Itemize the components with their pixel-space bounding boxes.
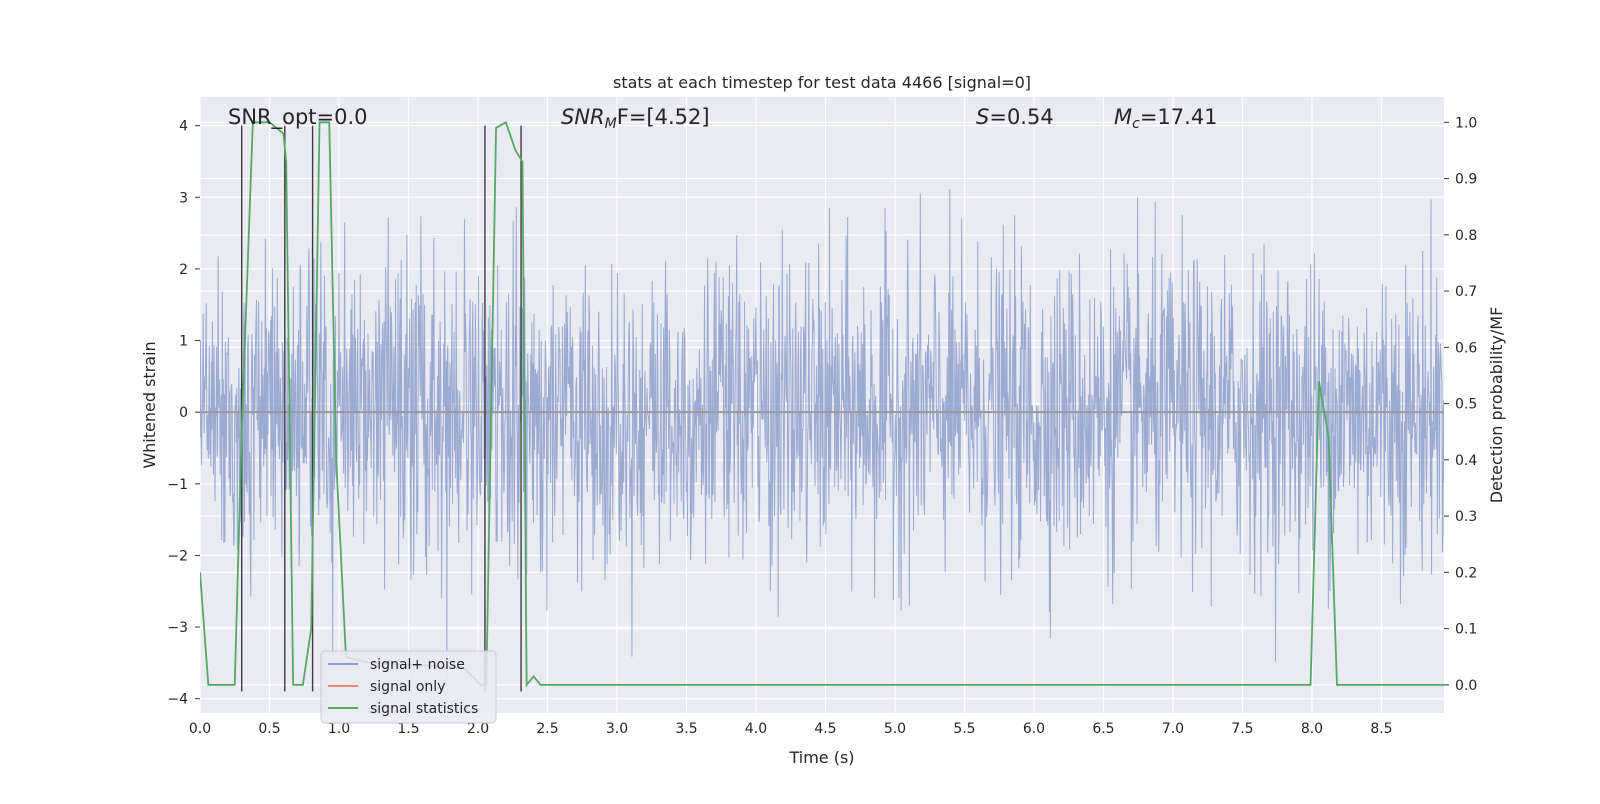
y-tick-label: 0 (179, 405, 188, 421)
annotation-s-value: =0.54 (989, 105, 1053, 129)
x-tick-label: 8.0 (1301, 721, 1323, 737)
y2-tick-label: 0.9 (1455, 172, 1477, 188)
legend-label-signal-noise: signal+ noise (370, 657, 465, 673)
y2-tick-label: 0.2 (1455, 565, 1477, 581)
y2-tick-label: 0.0 (1455, 678, 1477, 694)
x-tick-label: 6.0 (1023, 721, 1045, 737)
legend-box (320, 650, 497, 724)
y2-tick-label: 0.1 (1455, 622, 1477, 638)
y2-tick-label: 0.7 (1455, 284, 1477, 300)
y2-tick-label: 1.0 (1455, 115, 1477, 131)
x-tick-label: 4.5 (814, 721, 836, 737)
y-tick-label: −1 (167, 477, 188, 493)
x-tick-label: 7.5 (1231, 721, 1253, 737)
y-tick-label: −4 (167, 692, 188, 708)
y2-tick-label: 0.3 (1455, 509, 1477, 525)
x-tick-label: 4.0 (745, 721, 767, 737)
x-tick-label: 8.5 (1370, 721, 1392, 737)
annotation-snr-mf-suffix: F=[4.52] (617, 105, 710, 129)
y2-tick-label: 0.8 (1455, 228, 1477, 244)
annotation-s: S=0.54 (976, 105, 1054, 129)
legend-label-signal-only: signal only (370, 679, 445, 695)
legend-label-signal-statistics: signal statistics (370, 701, 478, 717)
x-tick-label: 2.5 (536, 721, 558, 737)
annotation-snr-opt: SNR_opt=0.0 (228, 105, 368, 130)
x-tick-label: 5.5 (953, 721, 975, 737)
x-tick-label: 6.5 (1092, 721, 1114, 737)
data-layer (200, 120, 1444, 692)
legend: signal+ noise signal only signal statist… (320, 650, 497, 724)
x-tick-label: 5.0 (884, 721, 906, 737)
y-tick-label: −2 (167, 548, 188, 564)
y-axis-label: Whitened strain (140, 341, 159, 468)
annotation-mc-value: =17.41 (1140, 105, 1218, 129)
chart-title: stats at each timestep for test data 446… (613, 73, 1031, 92)
annotation-mc-label: M (1114, 105, 1132, 129)
y-tick-label: 3 (179, 190, 188, 206)
x-tick-label: 3.0 (606, 721, 628, 737)
y2-tick-label: 0.4 (1455, 453, 1477, 469)
annotation-snr-mf: SNRMF=[4.52] (561, 105, 710, 132)
y-tick-label: 2 (179, 262, 188, 278)
x-tick-label: 0.0 (189, 721, 211, 737)
y-tick-label: −3 (167, 620, 188, 636)
annotation-mc-sub: c (1132, 116, 1140, 132)
x-tick-label: 3.5 (675, 721, 697, 737)
y2-axis-label: Detection probability/MF (1487, 307, 1506, 504)
x-tick-label: 0.5 (258, 721, 280, 737)
tick-labels: 0.0 0.5 1.0 1.5 2.0 2.5 3.0 3.5 4.0 4.5 5.0 5.5 6.0 6… (167, 115, 1477, 737)
x-tick-label: 2.0 (467, 721, 489, 737)
series-line-signal-noise (200, 188, 1444, 679)
y2-tick-label: 0.6 (1455, 340, 1477, 356)
x-tick-label: 7.0 (1162, 721, 1184, 737)
annotation-s-label: S (976, 105, 989, 129)
x-axis-label: Time (s) (788, 748, 854, 767)
annotation-mc: Mc=17.41 (1114, 105, 1218, 132)
x-tick-label: 1.5 (397, 721, 419, 737)
x-tick-label: 1.0 (328, 721, 350, 737)
y-tick-label: 1 (179, 334, 188, 350)
y2-tick-label: 0.5 (1455, 397, 1477, 413)
annotation-snr-mf-sub: M (605, 116, 617, 132)
annotation-snr-mf-label: SNR (561, 105, 605, 129)
y-tick-label: 4 (179, 119, 188, 135)
